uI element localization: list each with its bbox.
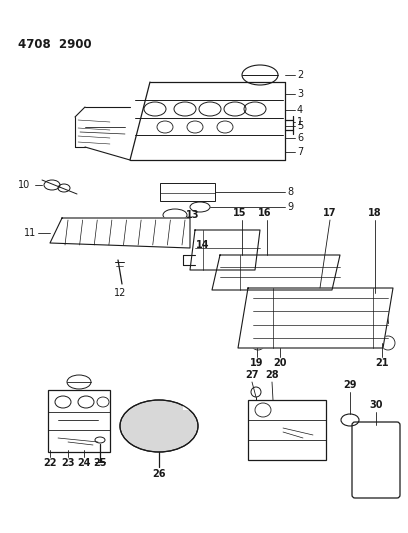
Bar — [315, 263, 335, 277]
Text: 7: 7 — [297, 147, 303, 157]
Text: 28: 28 — [265, 370, 279, 380]
Polygon shape — [190, 230, 260, 270]
Text: 20: 20 — [273, 358, 287, 368]
Text: 17: 17 — [323, 208, 337, 218]
Text: 26: 26 — [152, 469, 166, 479]
Bar — [378, 311, 388, 323]
Polygon shape — [238, 288, 393, 348]
Text: 13: 13 — [186, 210, 200, 220]
Text: 21: 21 — [375, 358, 389, 368]
Text: 8: 8 — [287, 187, 293, 197]
Text: 24: 24 — [77, 458, 91, 468]
Bar — [48, 390, 110, 452]
Text: 29: 29 — [343, 380, 357, 390]
Text: 3: 3 — [297, 89, 303, 99]
Text: 4708  2900: 4708 2900 — [18, 38, 92, 51]
Text: 22: 22 — [43, 458, 57, 468]
Text: 2: 2 — [297, 70, 303, 80]
Text: 9: 9 — [287, 202, 293, 212]
Text: 16: 16 — [258, 208, 272, 218]
Text: 10: 10 — [18, 180, 30, 190]
Text: 23: 23 — [61, 458, 75, 468]
Text: 1: 1 — [297, 117, 303, 127]
Polygon shape — [50, 218, 190, 248]
Text: 27: 27 — [245, 370, 259, 380]
Text: 15: 15 — [233, 208, 247, 218]
Text: 5: 5 — [297, 121, 303, 131]
Text: 12: 12 — [114, 288, 126, 298]
Text: 14: 14 — [196, 240, 209, 250]
Polygon shape — [212, 255, 340, 290]
Ellipse shape — [120, 400, 198, 452]
Text: 30: 30 — [369, 400, 383, 410]
Text: 25: 25 — [93, 458, 107, 468]
Bar — [183, 395, 203, 410]
Bar — [248, 400, 326, 460]
Text: 11: 11 — [24, 228, 36, 238]
Text: 18: 18 — [368, 208, 382, 218]
Text: 6: 6 — [297, 133, 303, 143]
Text: 4: 4 — [297, 105, 303, 115]
Bar — [160, 183, 215, 201]
Text: 19: 19 — [250, 358, 264, 368]
Ellipse shape — [163, 209, 187, 221]
